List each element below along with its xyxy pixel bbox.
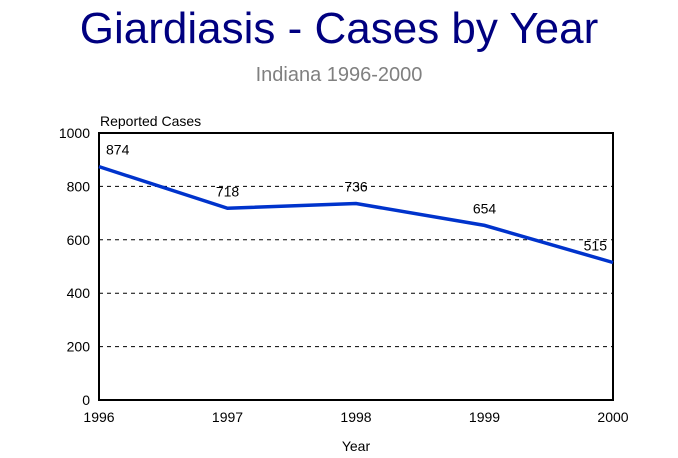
series-line bbox=[98, 164, 614, 265]
x-tick-label: 1996 bbox=[83, 409, 114, 425]
y-tick-label: 1000 bbox=[59, 125, 90, 141]
x-tick-label: 2000 bbox=[597, 409, 628, 425]
data-label: 736 bbox=[344, 178, 368, 194]
data-label: 874 bbox=[106, 142, 130, 158]
x-tick-label: 1998 bbox=[340, 409, 371, 425]
data-label: 515 bbox=[584, 237, 608, 253]
y-axis-label: Reported Cases bbox=[100, 113, 201, 129]
y-tick-label: 0 bbox=[82, 392, 90, 408]
data-label: 718 bbox=[216, 183, 240, 199]
x-tick-label: 1999 bbox=[469, 409, 500, 425]
x-tick-label: 1997 bbox=[212, 409, 243, 425]
chart-title: Giardiasis - Cases by Year bbox=[79, 4, 599, 53]
x-axis-label: Year bbox=[342, 438, 371, 454]
y-tick-label: 600 bbox=[67, 232, 91, 248]
chart-subtitle: Indiana 1996-2000 bbox=[255, 64, 423, 86]
plot-frame bbox=[98, 132, 614, 401]
data-label: 654 bbox=[473, 200, 497, 216]
y-tick-label: 200 bbox=[67, 339, 91, 355]
y-tick-label: 400 bbox=[67, 285, 91, 301]
y-tick-label: 800 bbox=[67, 178, 91, 194]
